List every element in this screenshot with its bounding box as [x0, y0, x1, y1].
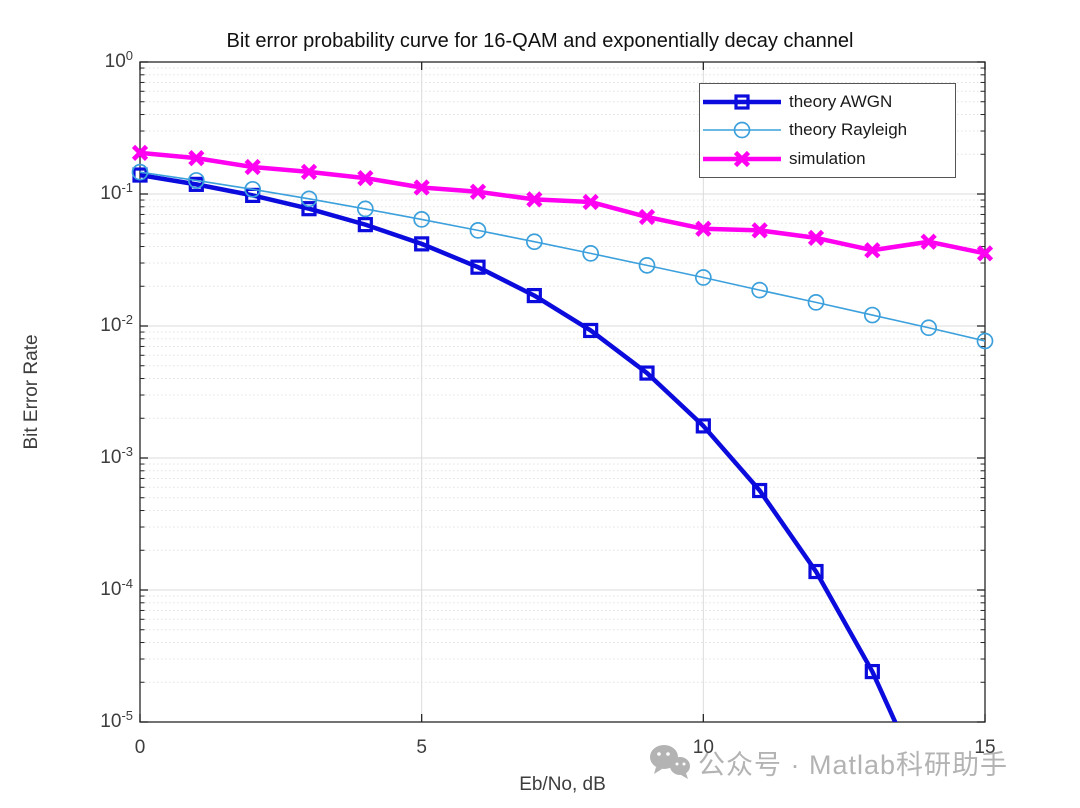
legend-label: theory Rayleigh — [789, 120, 908, 140]
y-axis-label: Bit Error Rate — [21, 334, 42, 450]
watermark: 公众号 · Matlab科研助手 — [648, 742, 1008, 782]
legend-label: simulation — [789, 148, 866, 168]
chart-title: Bit error probability curve for 16-QAM a… — [226, 30, 854, 52]
y-tick-label: 10-2 — [100, 311, 133, 337]
legend-item-simulation: simulation — [700, 145, 955, 173]
wechat-icon — [650, 745, 690, 779]
legend-item-awgn: theory AWGN — [700, 88, 955, 116]
x-tick-label: 0 — [134, 737, 146, 758]
y-tick-label: 10-4 — [100, 575, 133, 601]
y-tick-label: 10-1 — [100, 179, 133, 205]
x-tick-label: 5 — [416, 737, 427, 758]
legend: theory AWGN theory Rayleigh simulation — [699, 83, 956, 178]
y-tick-label: 10-5 — [100, 707, 133, 733]
watermark-text: 公众号 · Matlab科研助手 — [698, 749, 1009, 780]
legend-sample-awgn — [703, 94, 781, 110]
legend-sample-rayleigh — [703, 122, 781, 139]
legend-sample-simulation — [703, 150, 781, 167]
x-axis-label: Eb/No, dB — [519, 774, 606, 795]
x-tick-label: 10 — [692, 737, 714, 758]
legend-label: theory AWGN — [789, 92, 893, 112]
y-tick-label: 10-3 — [100, 443, 133, 469]
x-tick-label: 15 — [974, 737, 996, 758]
y-tick-label: 100 — [104, 47, 133, 73]
legend-item-rayleigh: theory Rayleigh — [700, 116, 955, 144]
